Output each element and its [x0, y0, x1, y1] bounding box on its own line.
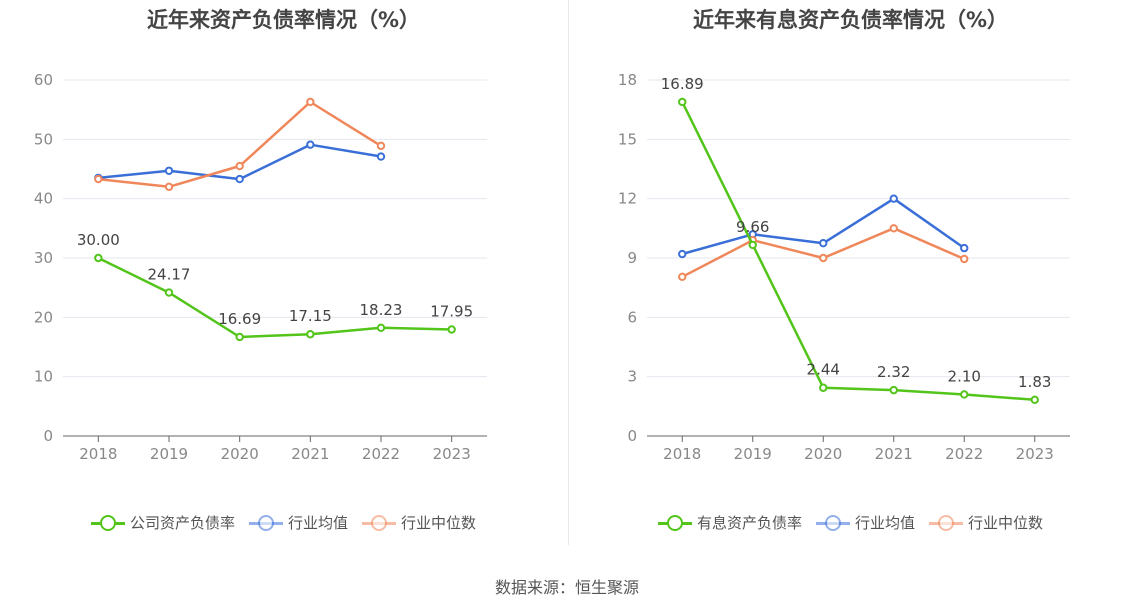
legend-label: 行业均值	[287, 514, 348, 532]
x-tick-label: 2020	[221, 445, 259, 463]
data-point	[376, 152, 386, 161]
legend-marker-icon	[90, 513, 125, 533]
x-tick-label: 2021	[875, 445, 913, 463]
data-point	[235, 174, 244, 184]
legend-item[interactable]: 行业均值	[248, 512, 348, 533]
y-tick-label: 0	[627, 427, 637, 445]
chart-plot: 0 10 20 30 40 50 60 2018 2019 2020 2021 2022 2023 30.…	[34, 71, 487, 463]
data-point	[960, 390, 969, 399]
data-point	[960, 243, 969, 253]
data-label: 1.83	[1018, 373, 1051, 391]
y-tick-label: 18	[618, 71, 637, 89]
chart-legend: 公司资产负债率 行业均值 行业中位数	[0, 512, 567, 533]
data-point	[889, 385, 898, 395]
data-point	[819, 253, 828, 263]
data-point	[376, 141, 386, 151]
series-line	[681, 101, 1035, 402]
y-tick-label: 20	[34, 308, 53, 326]
data-point	[94, 253, 103, 263]
data-label: 18.23	[360, 301, 403, 319]
data-point	[960, 254, 969, 264]
chart-legend: 有息资产负债率 行业均值 行业中位数	[567, 512, 1134, 533]
data-point	[678, 249, 687, 259]
y-tick-label: 40	[34, 190, 53, 208]
data-point	[94, 174, 103, 184]
data-point	[306, 97, 315, 107]
legend-item[interactable]: 行业中位数	[929, 512, 1043, 533]
legend-label: 行业中位数	[968, 514, 1044, 532]
legend-item[interactable]: 行业均值	[815, 512, 915, 533]
x-tick-label: 2018	[663, 445, 701, 463]
data-point	[376, 323, 386, 333]
y-tick-label: 60	[34, 71, 53, 89]
data-label: 9.66	[736, 218, 769, 236]
data-point	[889, 194, 898, 203]
legend-marker-icon	[362, 513, 396, 533]
x-tick-label: 2023	[1016, 445, 1054, 463]
data-label: 17.15	[289, 307, 332, 325]
data-point	[306, 330, 315, 339]
data-label: 30.00	[77, 231, 120, 249]
legend-marker-icon	[929, 513, 963, 533]
legend-marker-icon	[248, 513, 283, 533]
y-tick-label: 30	[34, 249, 53, 267]
data-label: 24.17	[148, 266, 191, 284]
y-tick-label: 12	[618, 190, 637, 208]
y-tick-label: 6	[627, 308, 637, 326]
data-point	[235, 161, 244, 171]
legend-item[interactable]: 公司资产负债率	[90, 512, 235, 533]
data-point	[164, 182, 174, 192]
chart-panel-interest-debt-ratio: 近年来有息资产负债率情况（%） 0 3 6 9 12 15 18 2018 2019 2020 20…	[567, 0, 1134, 545]
data-label: 2.10	[948, 367, 981, 385]
panel-divider	[568, 0, 569, 545]
y-tick-label: 10	[34, 368, 53, 386]
x-tick-label: 2022	[362, 445, 400, 463]
x-tick-label: 2019	[734, 445, 772, 463]
y-tick-label: 9	[627, 249, 637, 267]
data-label: 2.32	[877, 363, 910, 381]
data-point	[447, 325, 456, 334]
data-point	[1030, 395, 1039, 405]
x-tick-label: 2023	[433, 445, 471, 463]
data-point	[164, 166, 174, 175]
y-tick-label: 50	[34, 130, 53, 148]
legend-marker-icon	[815, 513, 850, 533]
series-line	[681, 227, 965, 278]
x-tick-label: 2020	[804, 445, 842, 463]
legend-label: 公司资产负债率	[129, 514, 235, 532]
chart-panel-debt-ratio: 近年来资产负债率情况（%） 0 10 20 30 40 50 60 2018 2019 2020 2…	[0, 0, 567, 545]
legend-marker-icon	[657, 513, 692, 533]
series-line	[97, 256, 452, 339]
data-point	[678, 272, 687, 281]
data-label: 16.69	[218, 310, 261, 328]
legend-label: 有息资产负债率	[696, 514, 802, 532]
x-tick-label: 2021	[291, 445, 329, 463]
data-source-note: 数据来源：恒生聚源	[494, 578, 639, 597]
legend-label: 行业中位数	[401, 514, 477, 532]
data-point	[748, 240, 757, 250]
data-point	[164, 288, 174, 297]
data-point	[235, 332, 244, 342]
y-tick-label: 0	[43, 427, 53, 445]
chart-title: 近年来资产负债率情况（%）	[146, 8, 421, 32]
legend-label: 行业均值	[854, 514, 915, 532]
data-point	[889, 224, 898, 233]
data-label: 2.44	[807, 361, 840, 379]
data-label: 17.95	[430, 302, 473, 320]
data-point	[678, 97, 687, 107]
data-point	[819, 238, 828, 248]
chart-title: 近年来有息资产负债率情况（%）	[692, 8, 1009, 32]
y-tick-label: 15	[618, 130, 637, 148]
data-point	[306, 140, 315, 149]
data-label: 16.89	[661, 75, 704, 93]
chart-plot: 0 3 6 9 12 15 18 2018 2019 2020 2021 2022 2023 16.89 9…	[618, 71, 1070, 463]
legend-item[interactable]: 有息资产负债率	[657, 512, 802, 533]
y-tick-label: 3	[627, 368, 637, 386]
x-tick-label: 2019	[150, 445, 188, 463]
x-tick-label: 2022	[945, 445, 983, 463]
data-point	[819, 383, 828, 392]
legend-item[interactable]: 行业中位数	[362, 512, 476, 533]
x-tick-label: 2018	[79, 445, 117, 463]
